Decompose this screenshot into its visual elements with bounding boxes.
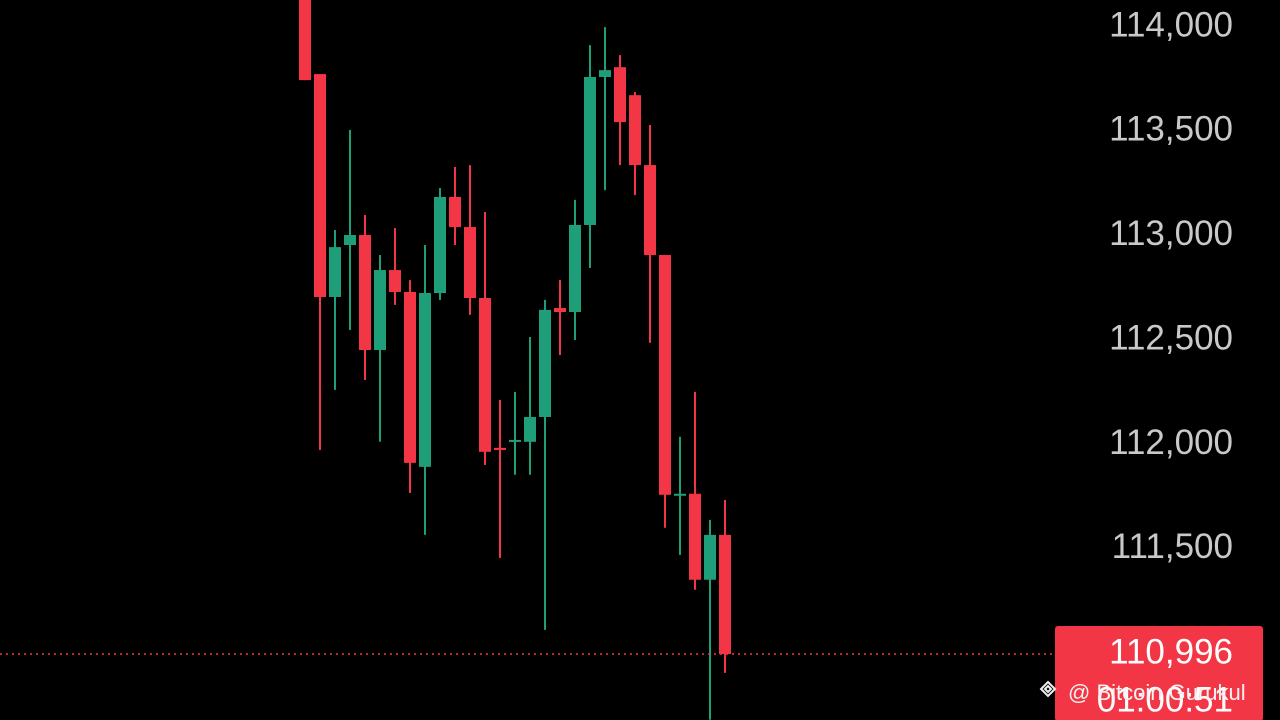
candle-body: [599, 70, 611, 78]
candle-body: [329, 247, 341, 297]
candle-body: [509, 439, 521, 442]
watermark-icon: [1039, 680, 1057, 698]
candle-body: [674, 493, 686, 496]
candle-body: [554, 308, 566, 312]
candle-body: [389, 270, 401, 292]
candle-body: [629, 95, 641, 166]
y-tick-label: 111,500: [1112, 527, 1233, 566]
candle-body: [344, 234, 356, 246]
candle-body: [644, 165, 656, 256]
candle-body: [374, 270, 386, 350]
candle-body: [719, 534, 731, 655]
last-price-label: 110,996: [1109, 632, 1233, 671]
y-tick-label: 113,000: [1109, 214, 1233, 253]
candle-body: [584, 77, 596, 225]
watermark: @ Bitcoin Gurukul: [1039, 680, 1246, 705]
y-tick-label: 114,000: [1109, 5, 1233, 44]
candle-body: [359, 234, 371, 350]
candle-body: [524, 416, 536, 442]
candle-body: [464, 227, 476, 299]
candle-body: [404, 291, 416, 463]
candle-body: [659, 255, 671, 495]
candle-body: [449, 197, 461, 228]
y-tick-label: 112,000: [1109, 423, 1233, 462]
candle-body: [434, 197, 446, 294]
candle-body: [479, 298, 491, 452]
watermark-text: @ Bitcoin Gurukul: [1068, 680, 1246, 705]
candle-body: [614, 67, 626, 123]
candle-body: [419, 293, 431, 467]
candle-body: [539, 309, 551, 417]
candle-body: [689, 493, 701, 580]
candle-body: [569, 224, 581, 312]
countdown: 01:00:51: [1097, 680, 1233, 719]
candle-body: [704, 534, 716, 580]
candle-body: [494, 447, 506, 450]
candle-body: [314, 74, 326, 297]
y-tick-label: 113,500: [1109, 110, 1233, 149]
candle-body: [299, 0, 311, 81]
y-tick-label: 112,500: [1109, 318, 1233, 357]
last-price-box: [1055, 626, 1263, 720]
